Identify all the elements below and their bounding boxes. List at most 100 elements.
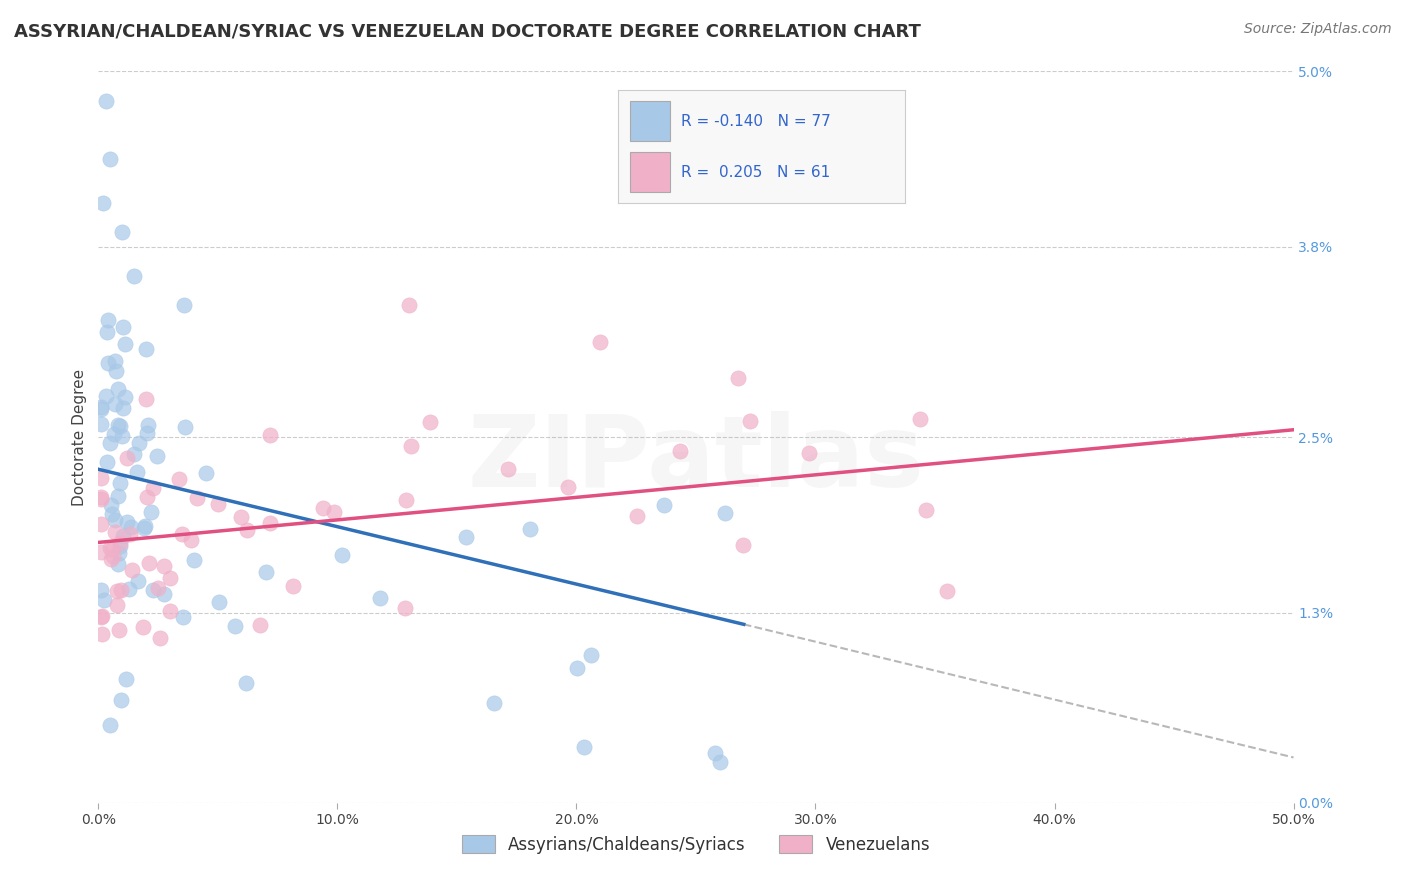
Point [94, 389, 117, 403]
Point [100, 552, 122, 566]
Point [107, 382, 129, 396]
Point [96, 325, 118, 339]
Point [136, 417, 159, 432]
Point [90, 627, 112, 641]
Point [97, 356, 120, 370]
Point [118, 582, 141, 597]
Point [96, 455, 118, 469]
Point [91, 196, 114, 211]
Point [94, 94, 117, 108]
Point [112, 319, 135, 334]
Point [90, 545, 112, 559]
Point [101, 507, 124, 521]
Point [90, 402, 112, 417]
Point [115, 673, 138, 687]
Point [108, 475, 131, 490]
Text: ZIPatlas: ZIPatlas [468, 410, 924, 508]
Point [142, 582, 165, 597]
Point [398, 298, 420, 312]
Point [572, 740, 595, 755]
Point [115, 515, 138, 529]
Point [797, 446, 820, 460]
Point [125, 465, 148, 479]
Point [235, 676, 257, 690]
Point [104, 397, 127, 411]
Point [104, 513, 127, 527]
Point [496, 462, 519, 476]
Point [117, 451, 139, 466]
Point [519, 522, 541, 536]
Point [194, 467, 217, 481]
Point [401, 439, 423, 453]
Point [104, 525, 127, 540]
Point [186, 491, 208, 505]
Point [114, 390, 136, 404]
Legend: Assyrians/Chaldeans/Syriacs, Venezuelans: Assyrians/Chaldeans/Syriacs, Venezuelans [456, 829, 936, 860]
Point [111, 225, 134, 239]
Point [236, 523, 259, 537]
Point [172, 610, 194, 624]
Point [90, 490, 112, 504]
Point [132, 620, 155, 634]
Point [565, 661, 588, 675]
Point [98, 718, 121, 732]
Point [330, 548, 353, 562]
Point [229, 509, 252, 524]
Point [249, 618, 271, 632]
Point [183, 553, 205, 567]
Point [283, 579, 305, 593]
Point [669, 443, 692, 458]
Point [103, 427, 125, 442]
Point [90, 516, 112, 531]
Point [104, 353, 127, 368]
Point [134, 519, 156, 533]
Point [110, 539, 132, 553]
Point [312, 500, 335, 515]
Point [108, 623, 131, 637]
Point [138, 557, 160, 571]
Point [90, 610, 112, 624]
Point [394, 600, 416, 615]
Point [135, 343, 157, 357]
Point [224, 618, 246, 632]
Point [135, 425, 157, 440]
Point [112, 401, 135, 416]
Point [98, 541, 121, 555]
Point [703, 746, 725, 760]
Text: Source: ZipAtlas.com: Source: ZipAtlas.com [1244, 22, 1392, 37]
Point [111, 429, 134, 443]
Point [111, 529, 134, 543]
Point [127, 574, 149, 589]
Point [124, 269, 146, 284]
Point [100, 498, 122, 512]
Point [110, 692, 132, 706]
Y-axis label: Doctorate Degree: Doctorate Degree [72, 368, 87, 506]
Point [139, 505, 162, 519]
Point [120, 519, 142, 533]
Point [709, 755, 731, 769]
Point [104, 364, 127, 378]
Point [128, 435, 150, 450]
Point [256, 565, 278, 579]
Point [652, 498, 675, 512]
Point [579, 648, 602, 662]
Point [419, 415, 441, 429]
Point [98, 152, 122, 166]
Point [159, 571, 181, 585]
Point [208, 595, 231, 609]
Point [118, 526, 141, 541]
Point [90, 583, 112, 598]
Point [370, 591, 392, 605]
Point [107, 558, 129, 572]
Point [91, 608, 114, 623]
Point [108, 418, 131, 433]
Point [135, 392, 157, 407]
Point [259, 428, 281, 442]
Point [714, 506, 737, 520]
Point [121, 563, 143, 577]
Point [936, 583, 959, 598]
Point [152, 587, 174, 601]
Point [557, 480, 579, 494]
Point [180, 533, 202, 548]
Point [170, 527, 193, 541]
